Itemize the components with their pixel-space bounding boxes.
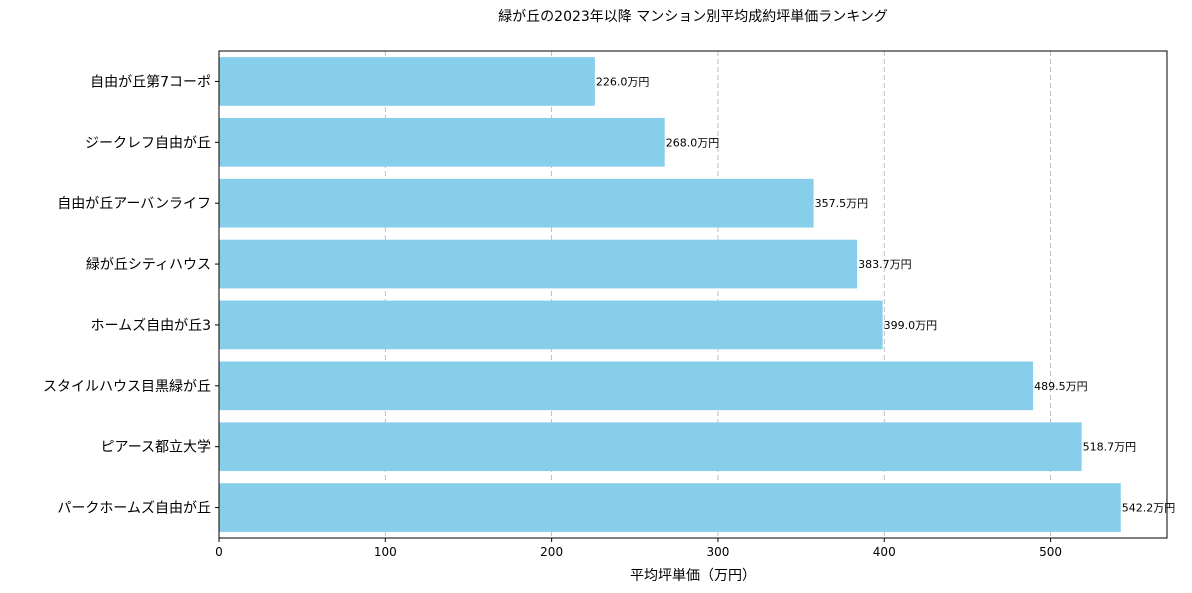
bar	[219, 300, 883, 350]
x-tick-label: 500	[1039, 545, 1062, 559]
data-label: 357.5万円	[815, 197, 869, 210]
chart-title: 緑が丘の2023年以降 マンション別平均成約坪単価ランキング	[498, 9, 888, 25]
y-tick-label: スタイルハウス目黒緑が丘	[43, 379, 211, 395]
y-tick-label: ピアース都立大学	[101, 440, 211, 456]
y-tick-label: 緑が丘シティハウス	[86, 257, 211, 273]
bar	[219, 422, 1082, 472]
bar	[219, 57, 595, 106]
plot-frame	[218, 50, 1168, 539]
bar	[219, 239, 858, 289]
bar	[219, 178, 814, 228]
bar	[219, 483, 1121, 532]
x-axis-label: 平均坪単価（万円）	[630, 568, 756, 584]
y-tick-label: ジークレフ自由が丘	[85, 135, 211, 151]
bar	[219, 117, 665, 167]
x-tick-label: 0	[215, 545, 223, 559]
data-label: 518.7万円	[1083, 441, 1137, 454]
data-label: 399.0万円	[884, 319, 938, 332]
x-tick-label: 400	[873, 545, 896, 559]
data-label: 226.0万円	[596, 75, 650, 88]
y-tick-label: ホームズ自由が丘3	[91, 318, 212, 334]
data-label: 542.2万円	[1122, 502, 1176, 515]
y-tick-label: 自由が丘第7コーポ	[90, 73, 211, 90]
data-label: 383.7万円	[858, 258, 912, 271]
y-tick-label: パークホームズ自由が丘	[57, 501, 211, 517]
x-tick-label: 200	[540, 545, 563, 559]
bar	[219, 361, 1034, 411]
data-label: 489.5万円	[1034, 380, 1088, 393]
y-tick-label: 自由が丘アーバンライフ	[57, 196, 211, 212]
data-label: 268.0万円	[666, 136, 720, 149]
x-tick-label: 300	[706, 545, 729, 559]
x-tick-label: 100	[374, 545, 397, 559]
